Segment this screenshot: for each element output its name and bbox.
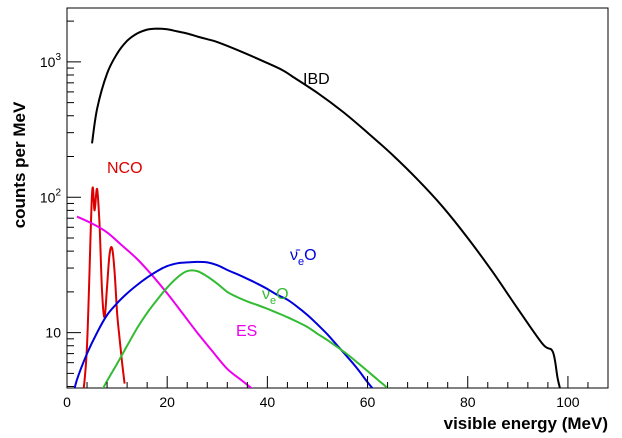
series-label-es: ES — [236, 323, 257, 340]
series-label-nue-o: νeO — [262, 286, 289, 307]
x-tick-label: 60 — [360, 394, 376, 410]
x-tick-label: 0 — [63, 394, 71, 410]
x-tick-label: 20 — [159, 394, 175, 410]
y-axis-title: counts per MeV — [10, 101, 29, 228]
series-line-1 — [82, 186, 126, 388]
series-layer — [73, 27, 561, 388]
series-line-2 — [76, 215, 253, 388]
x-tick-label: 100 — [556, 394, 580, 410]
series-label-ibd: IBD — [303, 71, 330, 88]
plot-frame — [66, 7, 609, 389]
series-line-3 — [73, 260, 374, 388]
series-line-0 — [91, 27, 561, 388]
y-tick-label: 103 — [40, 52, 62, 70]
x-axis-title: visible energy (MeV) — [444, 414, 608, 433]
ticks-layer: 0 20 40 60 80 100 10 102 103 — [40, 20, 609, 410]
series-label-nco: NCO — [107, 160, 143, 177]
series-label-antinue-o: ν̄eO — [290, 247, 317, 268]
x-tick-label: 40 — [260, 394, 276, 410]
x-tick-label: 80 — [460, 394, 476, 410]
y-tick-label: 10 — [45, 325, 61, 341]
y-tick-label: 102 — [40, 187, 62, 205]
series-line-4 — [102, 269, 390, 388]
